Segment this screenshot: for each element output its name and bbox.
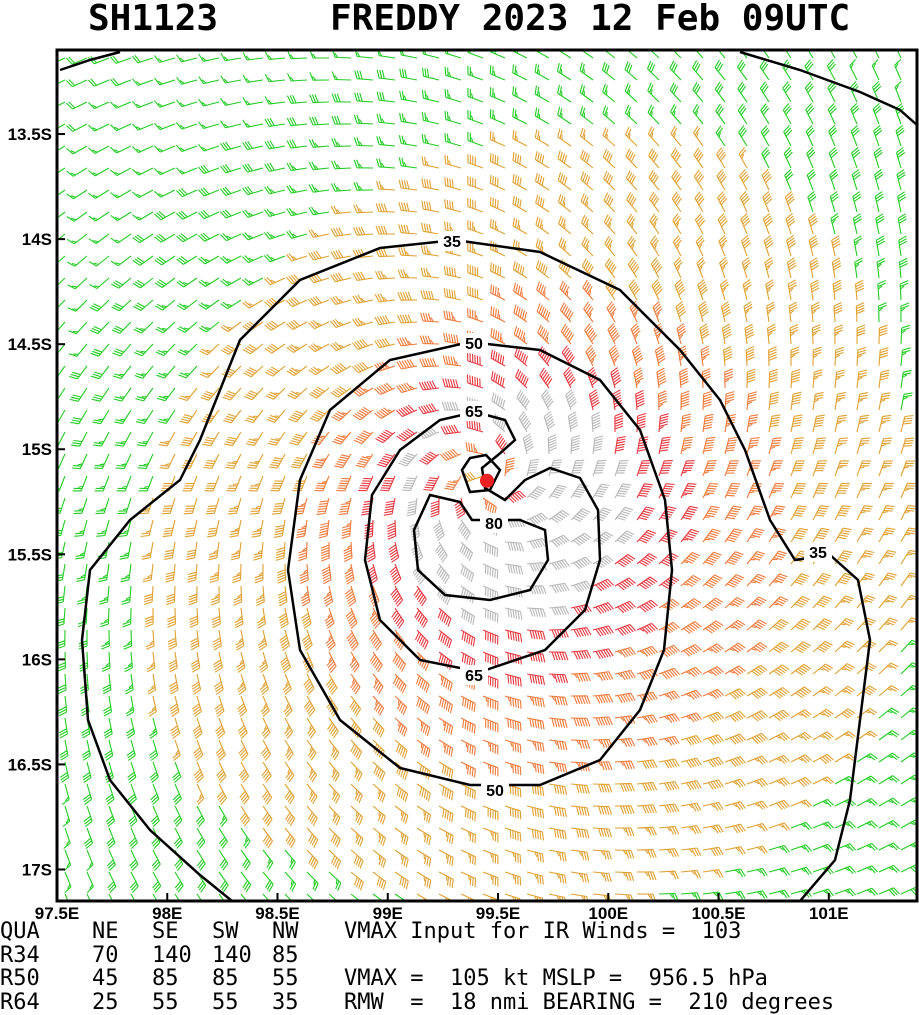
x-tick-label: 98E <box>152 904 182 920</box>
info-cell: 25 <box>92 989 119 1015</box>
y-tick-label: 16.5S <box>8 755 52 774</box>
info-cell: 85 <box>212 966 239 991</box>
x-tick-label: 98.5E <box>255 904 299 920</box>
y-axis: 13.5S 14S 14.5S 15S 15.5S 16S 16.5S 17S <box>8 125 65 879</box>
info-cell: SE <box>152 919 179 944</box>
info-cell: 85 <box>272 942 299 968</box>
contour-label-bg <box>460 333 488 353</box>
contour-label: 80 <box>485 516 503 533</box>
wind-barb-group <box>358 345 700 689</box>
contour-label: 50 <box>486 783 504 800</box>
info-row-note: VMAX = 105 kt MSLP = 956.5 hPa <box>344 966 768 991</box>
info-cell: 55 <box>272 966 299 991</box>
info-row-label: R50 <box>0 966 40 991</box>
contour-label-bg <box>481 780 509 800</box>
wind-barbs <box>57 50 917 901</box>
wind-barb-group <box>294 279 789 778</box>
wind-barb-group <box>398 388 635 626</box>
storm-info-table: QUA NE SE SW NW VMAX Input for IR Winds = 103… <box>0 920 919 1014</box>
contour-label-bg <box>480 513 508 533</box>
y-tick-label: 14.5S <box>8 335 52 354</box>
info-cell: 140 <box>152 942 192 968</box>
contour-label: 65 <box>465 668 483 685</box>
contour-80 <box>412 493 550 602</box>
isotach-contours <box>59 50 917 901</box>
contour-label: 65 <box>465 404 483 421</box>
x-tick-label: 99.5E <box>476 904 520 920</box>
info-cell: 55 <box>152 989 179 1015</box>
y-tick-label: 13.5S <box>8 125 52 144</box>
contour-35 <box>59 50 917 901</box>
info-cell: 70 <box>92 942 119 968</box>
storm-title: FREDDY 2023 12 Feb 09UTC <box>330 0 851 39</box>
info-row-note: RMW = 18 nmi BEARING = 210 degrees <box>344 989 835 1015</box>
contour-label: 35 <box>809 545 827 562</box>
x-tick-label: 100E <box>588 904 628 920</box>
info-row-label: R64 <box>0 989 40 1015</box>
info-cell: 55 <box>212 989 239 1015</box>
contour-50 <box>286 340 674 787</box>
info-cell: SW <box>212 919 239 944</box>
storm-center-marker <box>480 473 494 488</box>
info-cell: 35 <box>272 989 299 1015</box>
info-cell: NE <box>92 919 119 944</box>
x-tick-label: 100.5E <box>692 904 746 920</box>
x-tick-label: 97.5E <box>35 904 79 920</box>
contour-label: 50 <box>465 336 483 353</box>
wind-barb-group <box>139 125 917 901</box>
plot-frame <box>55 48 919 903</box>
y-tick-label: 16S <box>22 650 52 669</box>
x-tick-label: 99E <box>373 904 403 920</box>
y-tick-label: 17S <box>22 860 52 879</box>
storm-id: SH1123 <box>88 0 219 39</box>
info-cell: 140 <box>212 942 252 968</box>
wind-map: 35 50 65 80 65 50 35 97.5E 98E 98.5E 99E 99.5E 100E… <box>8 48 919 920</box>
contour-label-bg <box>460 665 488 685</box>
contour-labels: 35 50 65 80 65 50 35 <box>438 231 832 800</box>
info-cell: NW <box>272 919 299 944</box>
y-tick-label: 15.5S <box>8 545 52 564</box>
title-bar: SH1123 FREDDY 2023 12 Feb 09UTC <box>0 0 919 44</box>
x-tick-label: 101E <box>809 904 849 920</box>
y-tick-label: 15S <box>22 440 52 459</box>
contour-label-bg <box>438 231 466 251</box>
info-row-label: R34 <box>0 942 40 968</box>
info-row-label: QUA <box>0 919 40 944</box>
info-cell: 85 <box>152 966 179 991</box>
y-tick-label: 14S <box>22 230 52 249</box>
info-cell: 45 <box>92 966 119 991</box>
x-axis: 97.5E 98E 98.5E 99E 99.5E 100E 100.5E 101E <box>35 893 849 920</box>
contour-inner <box>460 453 502 494</box>
contour-label-bg <box>460 401 488 421</box>
contour-65 <box>363 410 602 674</box>
contour-label-bg <box>804 542 832 562</box>
info-row-note: VMAX Input for IR Winds = 103 <box>344 919 742 944</box>
contour-label: 35 <box>443 234 461 251</box>
